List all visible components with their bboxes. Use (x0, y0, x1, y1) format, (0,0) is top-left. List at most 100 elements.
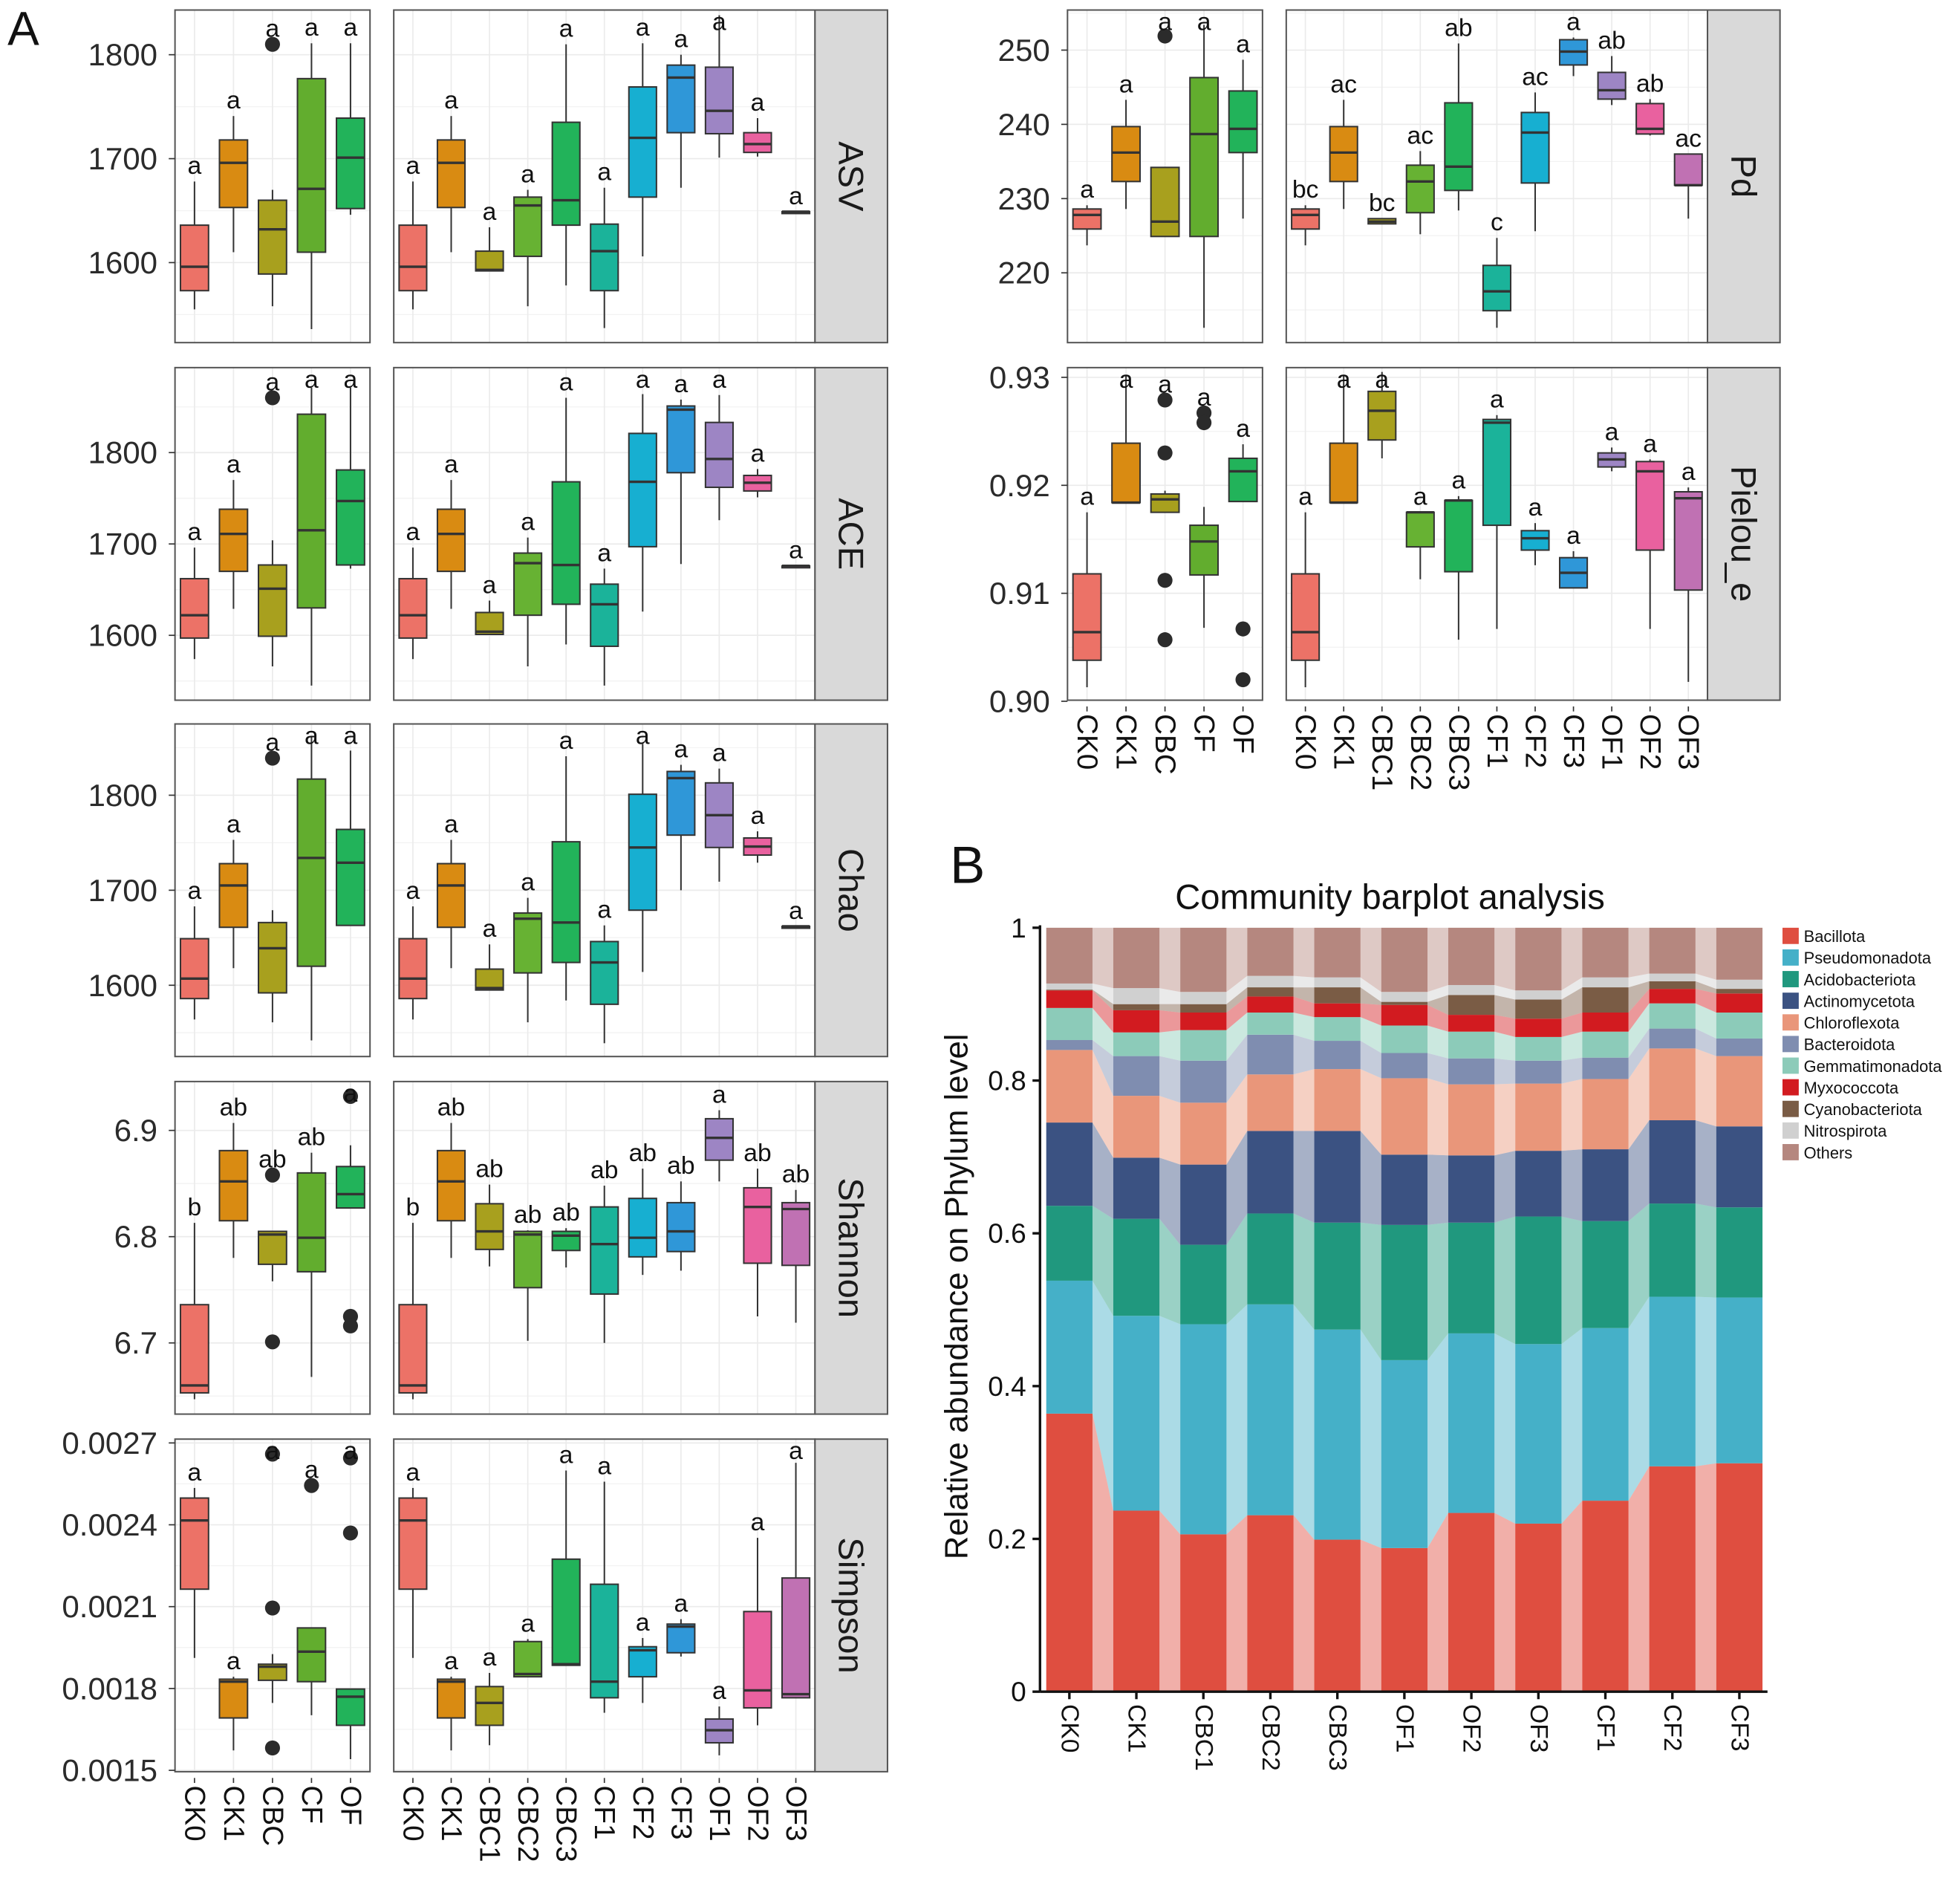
box (1189, 524, 1220, 576)
flow-connector (1561, 1031, 1583, 1061)
flow-connector (1628, 1048, 1650, 1150)
box (296, 413, 327, 609)
flow-connector (1226, 1074, 1248, 1165)
bar-segment (1381, 1547, 1428, 1692)
bar-segment (1515, 1083, 1562, 1151)
boxplot-ck0: a (1072, 176, 1102, 246)
legend-label: Gemmatimonadota (1804, 1057, 1943, 1076)
box (1111, 442, 1141, 504)
legend-label: Bacillota (1804, 927, 1866, 946)
x-tick-label: CBC3 (1324, 1704, 1351, 1771)
significance-letter: a (227, 451, 241, 478)
facet-strip (814, 366, 888, 701)
significance-letter: a (483, 198, 497, 226)
x-tick-label: OF1 (703, 1785, 735, 1841)
flow-connector (1494, 1015, 1516, 1037)
boxplot-cf: a (1189, 384, 1220, 628)
bar-segment (1180, 1102, 1227, 1165)
legend: Bacillota Pseudomonadota Acidobacteriota Ac… (1782, 927, 1942, 1162)
bar-segment (1113, 988, 1160, 1004)
significance-letter: a (1236, 415, 1250, 443)
significance-letter: a (521, 868, 535, 896)
bar-segment (1247, 1012, 1294, 1035)
significance-letter: a (1566, 522, 1580, 550)
y-tick-label: 240 (998, 107, 1050, 142)
bar-segment (1046, 1413, 1093, 1692)
box (628, 432, 657, 548)
flow-connector (1427, 1025, 1448, 1059)
flow-connector (1695, 1120, 1716, 1208)
flow-connector (1360, 1069, 1381, 1155)
bar-segment (1381, 1078, 1428, 1155)
boxplot-cf2: a (628, 1609, 657, 1703)
boxplot-of3: a (781, 537, 811, 569)
box (436, 508, 466, 573)
significance-letter: a (305, 1457, 319, 1484)
significance-letter: a (521, 509, 535, 536)
flow-connector (1159, 1510, 1181, 1692)
box (1597, 71, 1627, 100)
box (1635, 461, 1665, 551)
panel-border (174, 1080, 371, 1415)
y-tick-label: 1700 (88, 527, 157, 562)
flow-connector (1293, 1012, 1315, 1042)
outlier-point (1235, 621, 1251, 637)
significance-letter: a (1452, 467, 1466, 495)
strip-label: Pielou_e (1724, 466, 1763, 602)
boxplot-cf: a (296, 14, 327, 330)
bar-segment (1515, 927, 1562, 991)
significance-letter: bc (1369, 189, 1396, 217)
boxplot-of1: a (704, 1081, 735, 1182)
y-tick-label: 0.92 (989, 468, 1050, 503)
box (704, 1117, 735, 1161)
boxplot-cbc: a (257, 1437, 287, 1756)
bar-segment (1180, 1012, 1227, 1030)
box (551, 1558, 581, 1666)
box (1228, 457, 1258, 503)
bar-segment (1649, 1296, 1696, 1466)
bar-segment (1247, 996, 1294, 1013)
y-tick-label: 1600 (88, 245, 157, 280)
flow-connector (1561, 1079, 1583, 1151)
flow-connector (1293, 1069, 1315, 1131)
boxplot-of2: ab (743, 1140, 772, 1316)
flow-connector (1293, 1213, 1315, 1330)
significance-letter: c (1491, 209, 1503, 236)
box (590, 223, 619, 292)
boxplot-cf2: a (628, 366, 657, 612)
bar-segment (1314, 1222, 1361, 1330)
x-tick-label: CF2 (1519, 714, 1551, 768)
box (398, 938, 428, 1000)
x-tick-label: CF1 (588, 1785, 620, 1839)
boxplot-ck0: a (179, 152, 209, 310)
series-nitrospirota (1046, 973, 1763, 1004)
box (1520, 111, 1550, 184)
boxplot-of2: a (743, 1509, 772, 1726)
box (398, 224, 428, 292)
box (743, 131, 772, 154)
boxplot-cbc3: a (1444, 467, 1474, 640)
x-tick-label: CF2 (1658, 1704, 1686, 1752)
bar-segment (1046, 990, 1093, 1008)
x-tick-label: OF3 (780, 1785, 812, 1841)
boxplot-of3: ab (781, 1161, 811, 1323)
series-acidobacteriota (1046, 1203, 1763, 1360)
flow-connector (1293, 1304, 1315, 1540)
boxplot-cbc2: a (513, 1610, 543, 1678)
bar-segment (1314, 1539, 1361, 1692)
significance-letter: a (188, 519, 202, 546)
boxplot-of: a (336, 1080, 365, 1333)
y-tick-label: 1700 (88, 141, 157, 176)
box (628, 1645, 657, 1678)
significance-letter: b (406, 1194, 420, 1221)
boxplot-of: a (336, 366, 365, 569)
boxplot-ck0: a (398, 152, 428, 310)
flow-connector (1628, 973, 1650, 988)
box (590, 1206, 619, 1295)
box (436, 862, 466, 929)
flow-connector (1695, 989, 1716, 1013)
significance-letter: ab (552, 1199, 579, 1226)
boxplot-cf3: a (666, 371, 696, 565)
